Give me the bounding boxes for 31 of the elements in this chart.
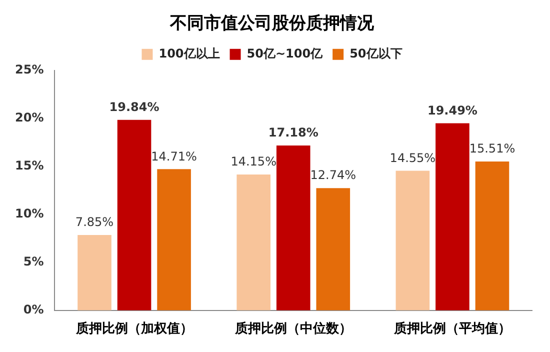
data-label: 14.71%: [151, 149, 197, 164]
data-label: 15.51%: [469, 142, 516, 156]
data-label: 14.55%: [390, 150, 436, 165]
data-label: 19.84%: [109, 100, 160, 114]
x-tick-label: 质押比例（中位数）: [234, 320, 352, 337]
legend-label: 50亿以下: [350, 46, 402, 61]
y-tick-label: 20%: [14, 110, 44, 125]
bar: [436, 123, 470, 310]
y-tick-label: 10%: [14, 206, 44, 221]
y-tick-label: 0%: [23, 302, 44, 317]
data-label: 7.85%: [75, 215, 114, 230]
bar: [475, 162, 510, 310]
x-tick-label: 质押比例（加权值）: [74, 320, 193, 337]
bar: [236, 174, 270, 310]
bar: [316, 188, 350, 310]
y-tick-label: 5%: [23, 254, 44, 269]
legend-label: 50亿~100亿: [246, 46, 324, 61]
bar: [396, 170, 430, 310]
bar: [276, 145, 310, 310]
data-label: 12.74%: [310, 168, 356, 182]
bar: [117, 120, 152, 310]
data-label: 14.15%: [230, 154, 276, 169]
data-label: 19.49%: [427, 103, 478, 118]
y-tick-label: 15%: [14, 158, 44, 173]
legend-label: 100亿以上: [158, 46, 220, 61]
data-label: 17.18%: [268, 126, 318, 140]
x-tick-label: 质押比例（平均值）: [392, 320, 511, 337]
bar: [157, 169, 191, 310]
y-tick-label: 25%: [14, 62, 44, 77]
chart-title: 不同市值公司股份质押情况: [169, 14, 375, 34]
bar: [78, 235, 112, 310]
